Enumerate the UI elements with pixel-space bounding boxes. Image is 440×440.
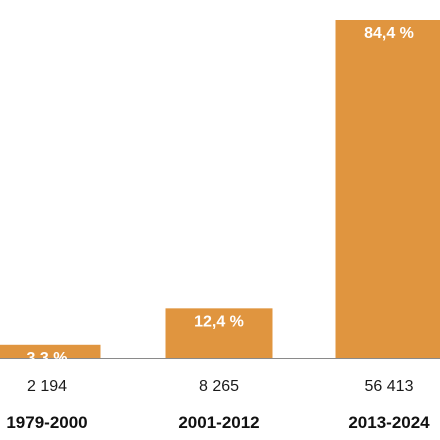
count-label: 56 413 <box>365 378 414 395</box>
category-label: 1979-2000 <box>6 413 87 432</box>
category-label: 2013-2024 <box>348 413 430 432</box>
bar-2001-2012 <box>165 308 273 358</box>
count-label: 8 265 <box>199 378 239 395</box>
bar-value-label: 84,4 % <box>364 25 414 42</box>
labels-layer: 3,3 % 2 194 1979-2000 12,4 % 8 265 2001-2012 8… <box>6 25 430 432</box>
bar-1979-2000 <box>0 344 101 358</box>
bar-2013-2024 <box>335 20 440 358</box>
count-label: 2 194 <box>27 378 67 395</box>
bar-value-label: 12,4 % <box>194 313 244 330</box>
bars-layer <box>0 20 440 358</box>
bar-value-label: 3,3 % <box>27 350 68 367</box>
category-label: 2001-2012 <box>178 413 259 432</box>
